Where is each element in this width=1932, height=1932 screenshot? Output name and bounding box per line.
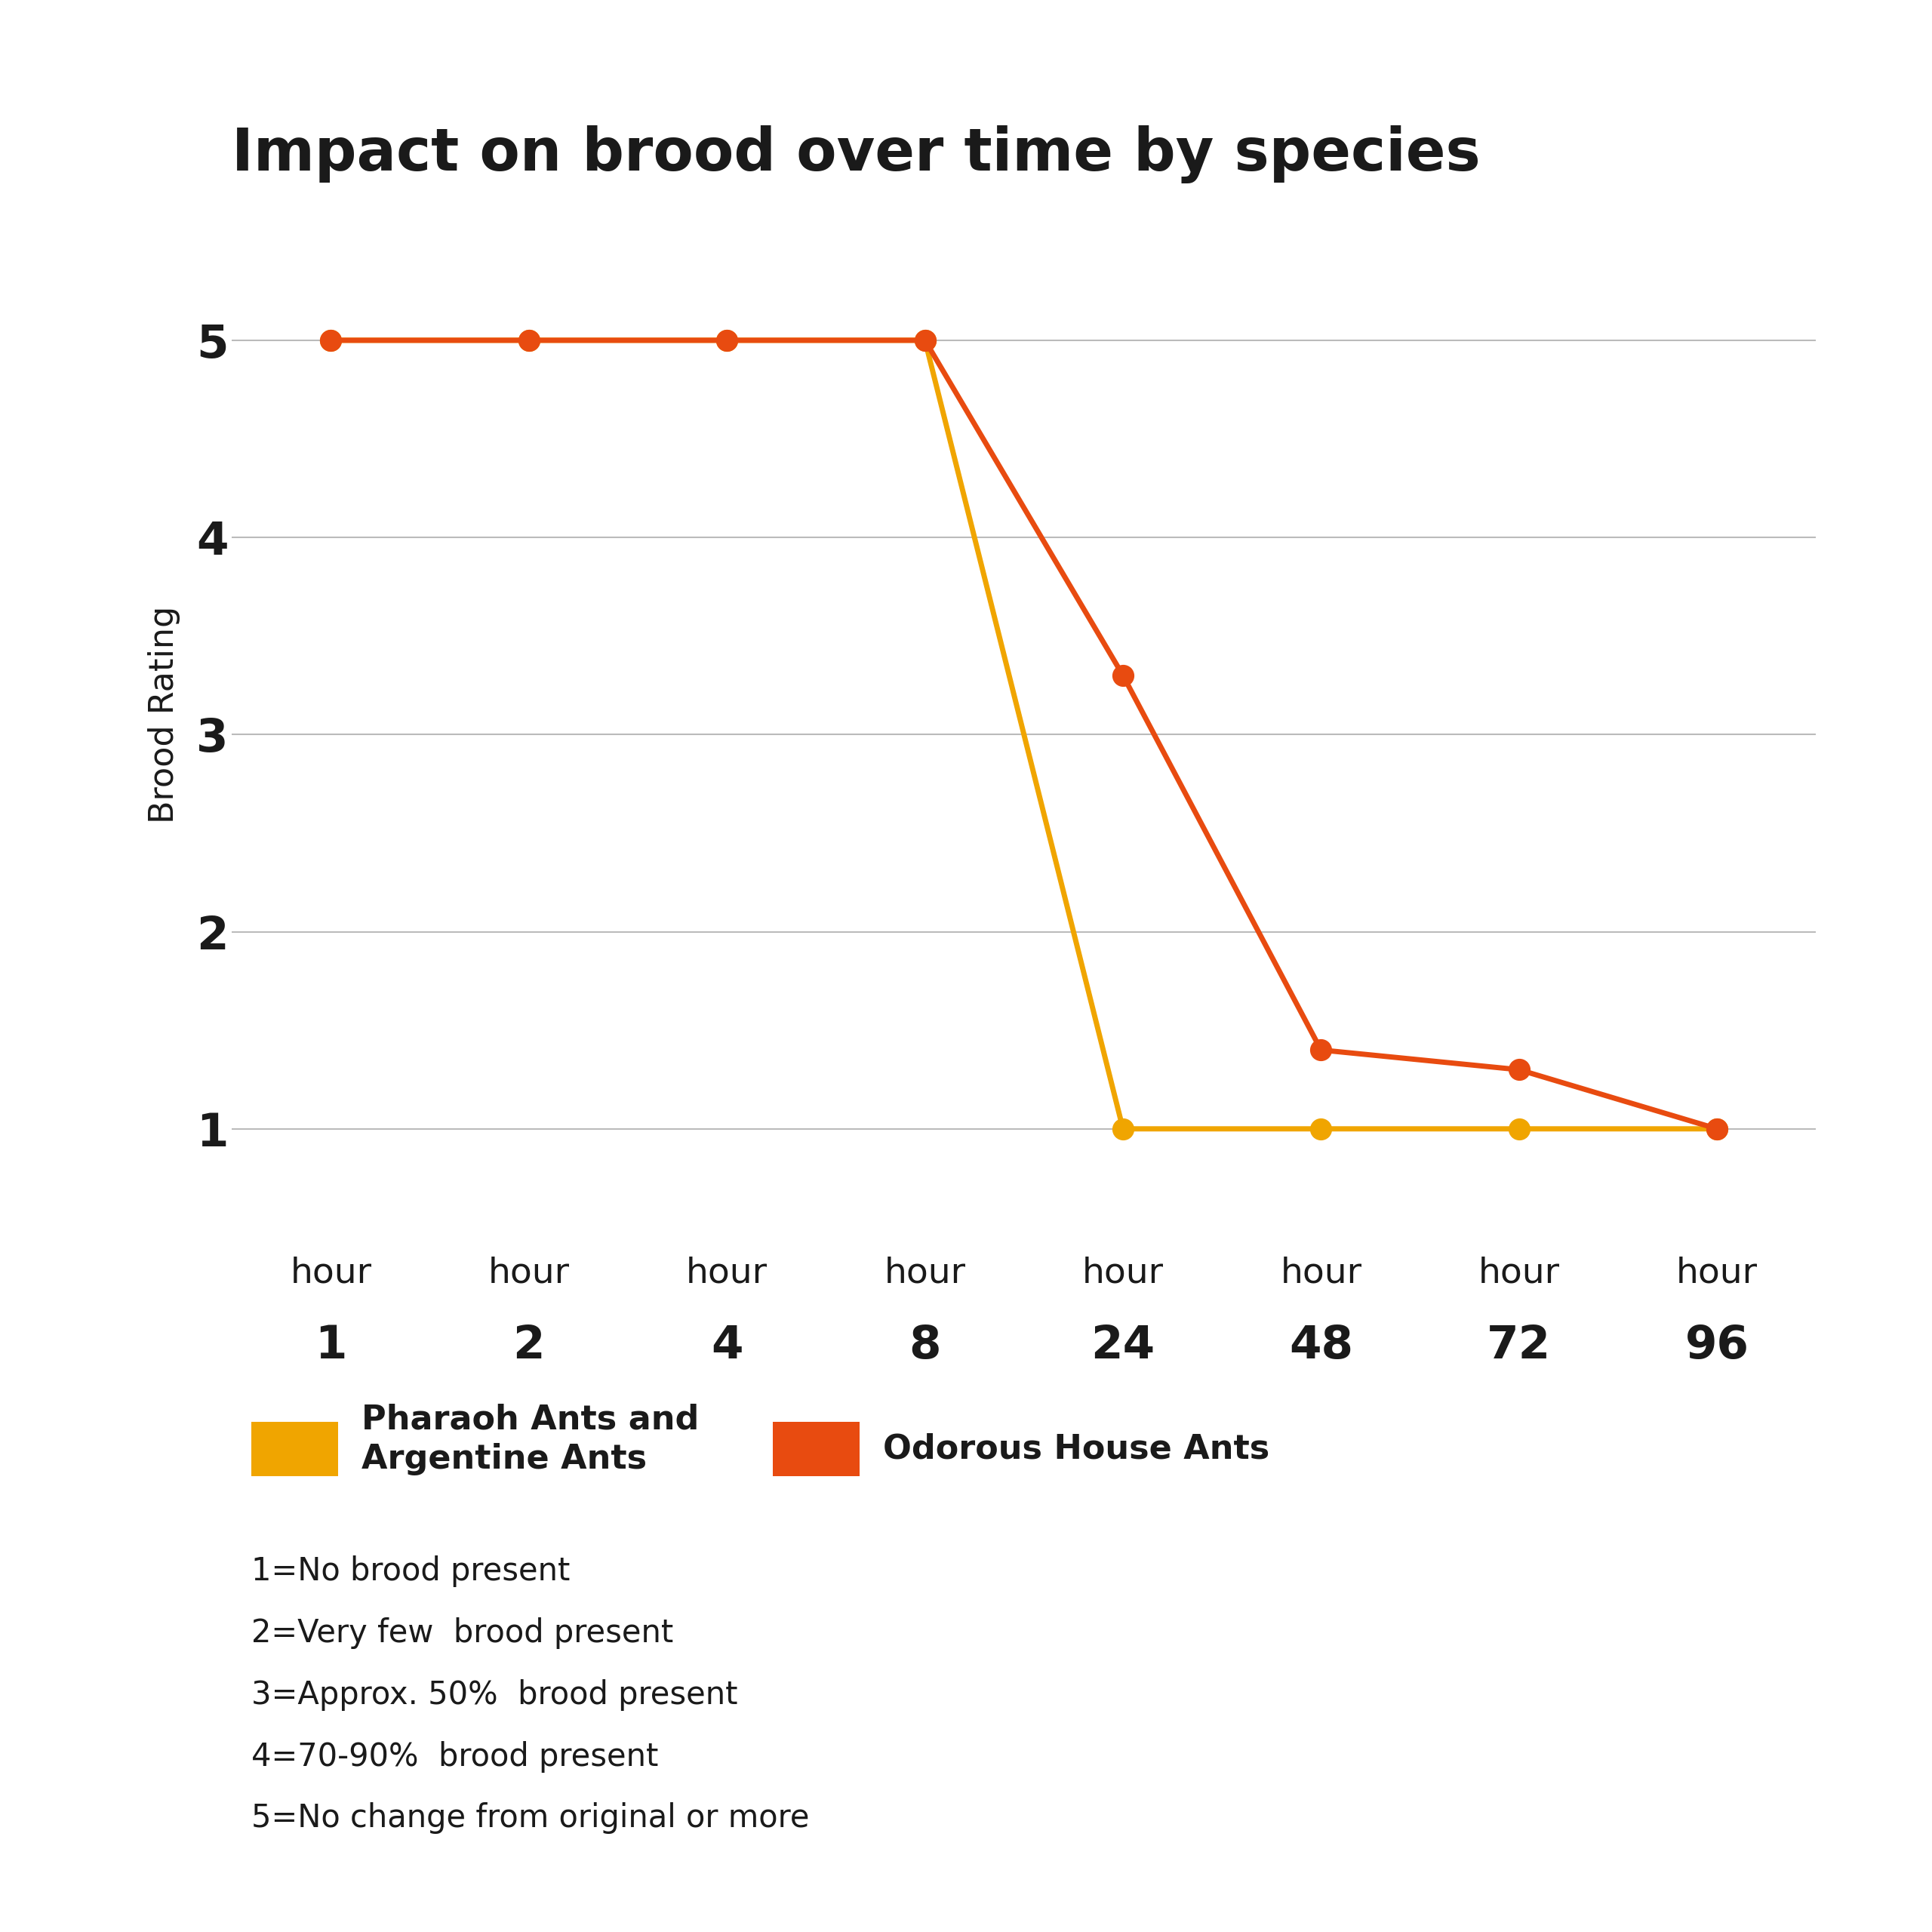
Text: 4=70-90%  brood present: 4=70-90% brood present bbox=[251, 1741, 659, 1772]
Text: Pharaoh Ants and
Argentine Ants: Pharaoh Ants and Argentine Ants bbox=[361, 1403, 699, 1476]
Text: hour: hour bbox=[489, 1256, 570, 1291]
Text: hour: hour bbox=[885, 1256, 966, 1291]
Text: 24: 24 bbox=[1092, 1323, 1155, 1368]
Text: Odorous House Ants: Odorous House Ants bbox=[883, 1434, 1269, 1464]
Text: hour: hour bbox=[1082, 1256, 1163, 1291]
Text: 72: 72 bbox=[1488, 1323, 1551, 1368]
Text: 4: 4 bbox=[711, 1323, 744, 1368]
Text: hour: hour bbox=[686, 1256, 767, 1291]
Text: Impact on brood over time by species: Impact on brood over time by species bbox=[232, 126, 1480, 184]
Text: hour: hour bbox=[1478, 1256, 1559, 1291]
Text: 96: 96 bbox=[1685, 1323, 1748, 1368]
Text: hour: hour bbox=[1281, 1256, 1362, 1291]
Text: 8: 8 bbox=[908, 1323, 941, 1368]
Text: 1: 1 bbox=[315, 1323, 348, 1368]
Text: 48: 48 bbox=[1289, 1323, 1352, 1368]
Text: hour: hour bbox=[1677, 1256, 1758, 1291]
Text: 1=No brood present: 1=No brood present bbox=[251, 1555, 570, 1586]
Text: 2: 2 bbox=[512, 1323, 545, 1368]
Text: hour: hour bbox=[290, 1256, 371, 1291]
Y-axis label: Brood Rating: Brood Rating bbox=[149, 607, 180, 823]
Text: 3=Approx. 50%  brood present: 3=Approx. 50% brood present bbox=[251, 1679, 738, 1710]
Text: 2=Very few  brood present: 2=Very few brood present bbox=[251, 1617, 672, 1648]
Text: 5=No change from original or more: 5=No change from original or more bbox=[251, 1803, 810, 1833]
